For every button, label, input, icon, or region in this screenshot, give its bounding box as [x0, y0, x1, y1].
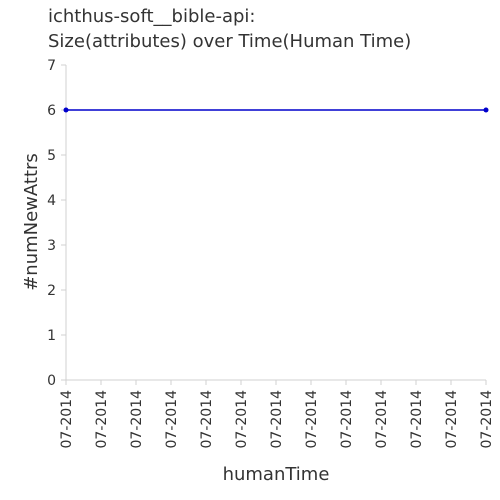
- x-axis-label: humanTime: [223, 464, 330, 485]
- y-axis-label: #numNewAttrs: [21, 153, 42, 291]
- x-tick-label: 07-2014: [339, 390, 355, 449]
- x-axis-ticks: 07-2014 07-2014 07-2014 07-2014 07-2014 07-20…: [59, 380, 495, 449]
- x-tick-label: 07-2014: [59, 390, 75, 449]
- y-tick-label: 0: [47, 373, 56, 389]
- y-tick-label: 1: [47, 328, 56, 344]
- y-tick-label: 6: [47, 103, 56, 119]
- x-tick-label: 07-2014: [409, 390, 425, 449]
- y-tick-label: 2: [47, 283, 56, 299]
- x-tick-label: 07-2014: [129, 390, 145, 449]
- x-tick-label: 07-2014: [199, 390, 215, 449]
- chart-title-line-2: Size(attributes) over Time(Human Time): [48, 31, 412, 52]
- data-point: [63, 107, 69, 113]
- data-point: [483, 107, 489, 113]
- y-tick-label: 3: [47, 238, 56, 254]
- y-tick-label: 4: [47, 193, 56, 209]
- axes: [65, 65, 486, 381]
- x-tick-label: 07-2014: [444, 390, 460, 449]
- x-tick-label: 07-2014: [479, 390, 495, 449]
- x-tick-label: 07-2014: [234, 390, 250, 449]
- y-axis-ticks: 0 1 2 3 4 5 6 7: [47, 58, 66, 389]
- y-tick-label: 7: [47, 58, 56, 74]
- chart-title-line-1: ichthus-soft__bible-api:: [48, 6, 256, 27]
- x-tick-label: 07-2014: [94, 390, 110, 449]
- x-tick-label: 07-2014: [164, 390, 180, 449]
- x-tick-label: 07-2014: [269, 390, 285, 449]
- x-tick-label: 07-2014: [304, 390, 320, 449]
- series-lines: [63, 107, 489, 113]
- x-tick-label: 07-2014: [374, 390, 390, 449]
- y-tick-label: 5: [47, 148, 56, 164]
